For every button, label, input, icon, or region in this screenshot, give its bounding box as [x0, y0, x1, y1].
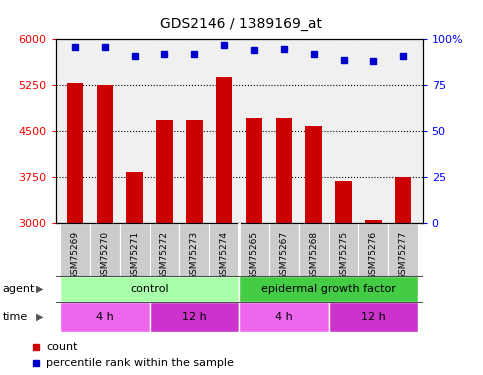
Bar	[150, 302, 239, 332]
Bar	[90, 223, 120, 276]
Bar	[269, 223, 299, 276]
Text: GSM75273: GSM75273	[190, 231, 199, 280]
Text: GSM75271: GSM75271	[130, 231, 139, 280]
Text: GSM75276: GSM75276	[369, 231, 378, 280]
Bar	[67, 84, 83, 223]
Bar	[395, 177, 412, 223]
Bar	[127, 172, 143, 223]
Text: count: count	[46, 342, 77, 352]
Text: GSM75270: GSM75270	[100, 231, 109, 280]
Text: GSM75272: GSM75272	[160, 231, 169, 280]
Text: GSM75265: GSM75265	[250, 231, 258, 280]
Bar	[305, 126, 322, 223]
Bar	[276, 118, 292, 223]
Bar	[365, 220, 382, 223]
Text: GSM75269: GSM75269	[71, 231, 79, 280]
Text: epidermal growth factor: epidermal growth factor	[261, 284, 396, 294]
Bar	[209, 223, 239, 276]
Bar	[186, 120, 202, 223]
Bar	[60, 302, 150, 332]
Text: 4 h: 4 h	[96, 312, 114, 322]
Text: 4 h: 4 h	[275, 312, 293, 322]
Text: GSM75267: GSM75267	[279, 231, 288, 280]
Text: percentile rank within the sample: percentile rank within the sample	[46, 358, 234, 368]
Bar	[239, 276, 418, 302]
Text: control: control	[130, 284, 169, 294]
Bar	[239, 302, 328, 332]
Bar	[120, 223, 150, 276]
Text: GSM75268: GSM75268	[309, 231, 318, 280]
Text: GSM75277: GSM75277	[399, 231, 408, 280]
Bar	[97, 86, 113, 223]
Bar	[328, 302, 418, 332]
Text: agent: agent	[2, 284, 35, 294]
Text: GDS2146 / 1389169_at: GDS2146 / 1389169_at	[160, 17, 323, 31]
Bar	[328, 223, 358, 276]
Bar	[179, 223, 209, 276]
Bar	[335, 182, 352, 223]
Bar	[388, 223, 418, 276]
Bar	[299, 223, 328, 276]
Bar	[216, 77, 232, 223]
Bar	[60, 223, 90, 276]
Text: ▶: ▶	[36, 312, 44, 322]
Text: 12 h: 12 h	[361, 312, 386, 322]
Text: time: time	[2, 312, 28, 322]
Bar	[150, 223, 179, 276]
Bar	[239, 223, 269, 276]
Text: GSM75274: GSM75274	[220, 231, 228, 280]
Bar	[358, 223, 388, 276]
Bar	[246, 118, 262, 223]
Bar	[60, 276, 239, 302]
Text: 12 h: 12 h	[182, 312, 207, 322]
Bar	[156, 120, 173, 223]
Text: GSM75275: GSM75275	[339, 231, 348, 280]
Text: ▶: ▶	[36, 284, 44, 294]
